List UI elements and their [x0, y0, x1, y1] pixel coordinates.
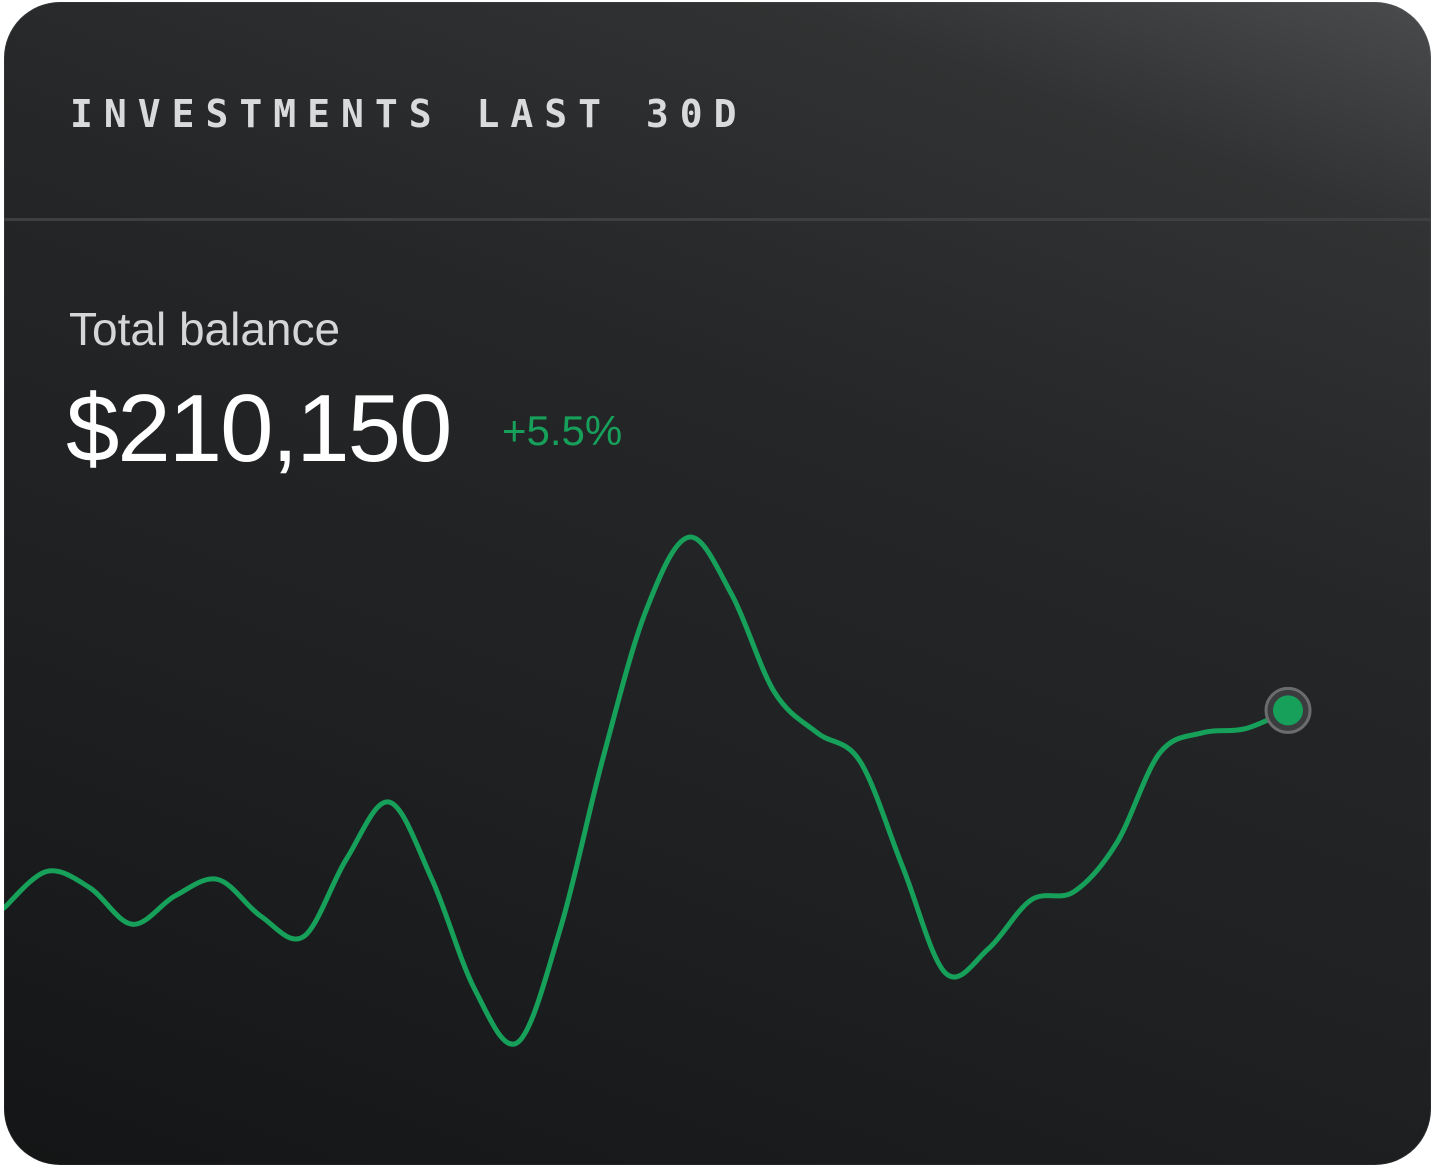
data-point — [815, 731, 819, 735]
data-point — [644, 609, 648, 613]
data-point — [173, 894, 177, 898]
data-point — [858, 759, 862, 763]
data-point — [130, 922, 134, 926]
data-point — [216, 878, 220, 882]
data-point — [473, 988, 477, 992]
data-point — [687, 535, 691, 539]
current-point-marker[interactable] — [1273, 695, 1303, 726]
change-percentage: +5.5% — [502, 407, 623, 454]
data-point — [601, 755, 605, 759]
data-point — [772, 690, 776, 694]
investments-card: INVESTMENTS LAST 30D Total balance $210,… — [4, 2, 1431, 1165]
data-point — [1200, 731, 1204, 735]
data-point — [88, 886, 92, 890]
data-point — [259, 914, 263, 918]
data-point — [986, 947, 990, 951]
data-point — [45, 869, 49, 873]
data-point — [302, 935, 306, 939]
balance-label: Total balance — [69, 303, 341, 355]
data-point — [1115, 841, 1119, 845]
data-point — [344, 857, 348, 861]
data-point — [1243, 727, 1247, 731]
data-point — [730, 592, 734, 596]
card-title: INVESTMENTS LAST 30D — [70, 92, 748, 136]
data-point — [1158, 751, 1162, 755]
data-point — [1029, 898, 1033, 902]
data-point — [516, 1041, 520, 1045]
balance-line-chart — [4, 534, 1312, 1047]
data-point — [558, 926, 562, 930]
data-point — [944, 971, 948, 975]
data-point — [901, 865, 905, 869]
data-point — [387, 800, 391, 804]
data-point — [1072, 890, 1076, 894]
balance-value: $210,150 — [66, 375, 452, 482]
balance-series-line — [4, 534, 1291, 1047]
data-point — [430, 878, 434, 882]
header-divider — [4, 218, 1431, 221]
